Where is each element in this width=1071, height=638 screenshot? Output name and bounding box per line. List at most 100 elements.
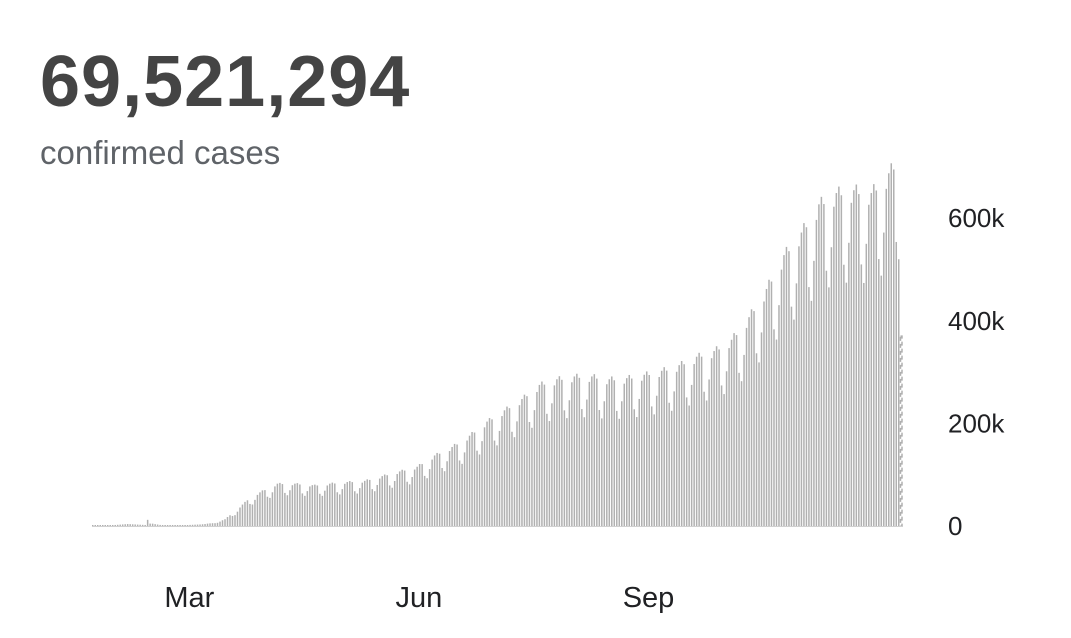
bar bbox=[618, 418, 621, 526]
bar bbox=[189, 524, 191, 526]
bar bbox=[401, 469, 403, 526]
bar bbox=[441, 468, 443, 526]
bar bbox=[635, 417, 638, 526]
bar bbox=[226, 517, 229, 526]
bar bbox=[181, 525, 184, 526]
bar bbox=[591, 376, 593, 526]
bar bbox=[279, 482, 281, 526]
bar bbox=[254, 499, 256, 526]
bar bbox=[154, 524, 156, 526]
bar bbox=[438, 453, 441, 526]
bar bbox=[219, 521, 221, 526]
bar bbox=[251, 504, 254, 526]
bar bbox=[354, 491, 356, 526]
bar bbox=[216, 522, 219, 526]
bar bbox=[291, 485, 294, 526]
bar bbox=[683, 364, 685, 526]
bar bbox=[693, 364, 695, 526]
bar bbox=[703, 391, 705, 526]
bar bbox=[461, 463, 463, 526]
bar bbox=[141, 524, 144, 526]
bar bbox=[598, 410, 601, 526]
bar bbox=[413, 469, 416, 526]
bar bbox=[720, 385, 723, 526]
bar bbox=[383, 474, 386, 526]
bar bbox=[665, 370, 668, 526]
bar bbox=[229, 515, 231, 526]
bar bbox=[171, 525, 174, 526]
bar bbox=[750, 309, 753, 526]
bar bbox=[780, 269, 783, 526]
bar bbox=[863, 282, 865, 526]
bar bbox=[296, 483, 299, 526]
bar bbox=[373, 491, 376, 526]
bar bbox=[316, 485, 319, 526]
bar bbox=[640, 380, 643, 526]
bar bbox=[456, 444, 458, 526]
bar bbox=[678, 365, 680, 526]
bar bbox=[553, 385, 556, 526]
bar bbox=[166, 525, 169, 526]
bar bbox=[458, 460, 461, 526]
bar bbox=[271, 492, 274, 526]
bar bbox=[491, 419, 493, 526]
bar bbox=[601, 418, 603, 526]
x-tick-label: Jun bbox=[396, 582, 443, 614]
bar bbox=[613, 380, 616, 526]
bar bbox=[498, 430, 501, 526]
bar bbox=[416, 466, 418, 526]
bar bbox=[680, 361, 683, 526]
bars-group bbox=[92, 163, 903, 527]
bar bbox=[870, 193, 873, 526]
bar bbox=[723, 394, 725, 526]
bar bbox=[506, 406, 508, 526]
bar bbox=[92, 525, 94, 526]
bar bbox=[858, 194, 860, 526]
bar bbox=[818, 204, 820, 526]
bar bbox=[286, 495, 289, 526]
bar bbox=[186, 525, 189, 526]
bar bbox=[793, 319, 795, 526]
bar bbox=[611, 376, 613, 526]
bar bbox=[695, 356, 698, 526]
y-tick-label: 600k bbox=[948, 203, 1005, 233]
bar bbox=[206, 523, 209, 526]
bar bbox=[329, 483, 331, 526]
bar bbox=[795, 283, 798, 526]
bar bbox=[368, 479, 371, 526]
bar bbox=[820, 196, 823, 526]
bar bbox=[698, 352, 700, 526]
bar bbox=[718, 349, 720, 526]
bar bbox=[563, 410, 566, 526]
bar bbox=[828, 287, 830, 526]
bar bbox=[448, 451, 451, 526]
bar bbox=[371, 489, 373, 526]
bar bbox=[339, 494, 341, 526]
bar bbox=[276, 483, 279, 526]
bar bbox=[356, 493, 359, 526]
bar bbox=[596, 378, 598, 526]
bar bbox=[174, 525, 176, 526]
bar bbox=[573, 376, 576, 526]
bar bbox=[738, 372, 740, 526]
bar bbox=[351, 482, 354, 526]
bar bbox=[164, 525, 166, 526]
bar bbox=[426, 478, 428, 526]
bar bbox=[511, 431, 513, 526]
bar bbox=[119, 524, 121, 526]
bar bbox=[231, 515, 234, 526]
bar bbox=[878, 259, 880, 526]
bar bbox=[536, 391, 538, 526]
bar bbox=[214, 523, 216, 526]
bar bbox=[660, 370, 663, 526]
bar bbox=[685, 397, 688, 526]
bar bbox=[466, 440, 468, 526]
bar bbox=[815, 219, 818, 526]
bar bbox=[608, 379, 611, 526]
bar bbox=[269, 497, 271, 526]
bar bbox=[743, 354, 745, 526]
bar bbox=[523, 394, 526, 526]
bar bbox=[783, 255, 785, 527]
y-tick-label: 0 bbox=[948, 511, 962, 541]
bar bbox=[284, 492, 286, 526]
